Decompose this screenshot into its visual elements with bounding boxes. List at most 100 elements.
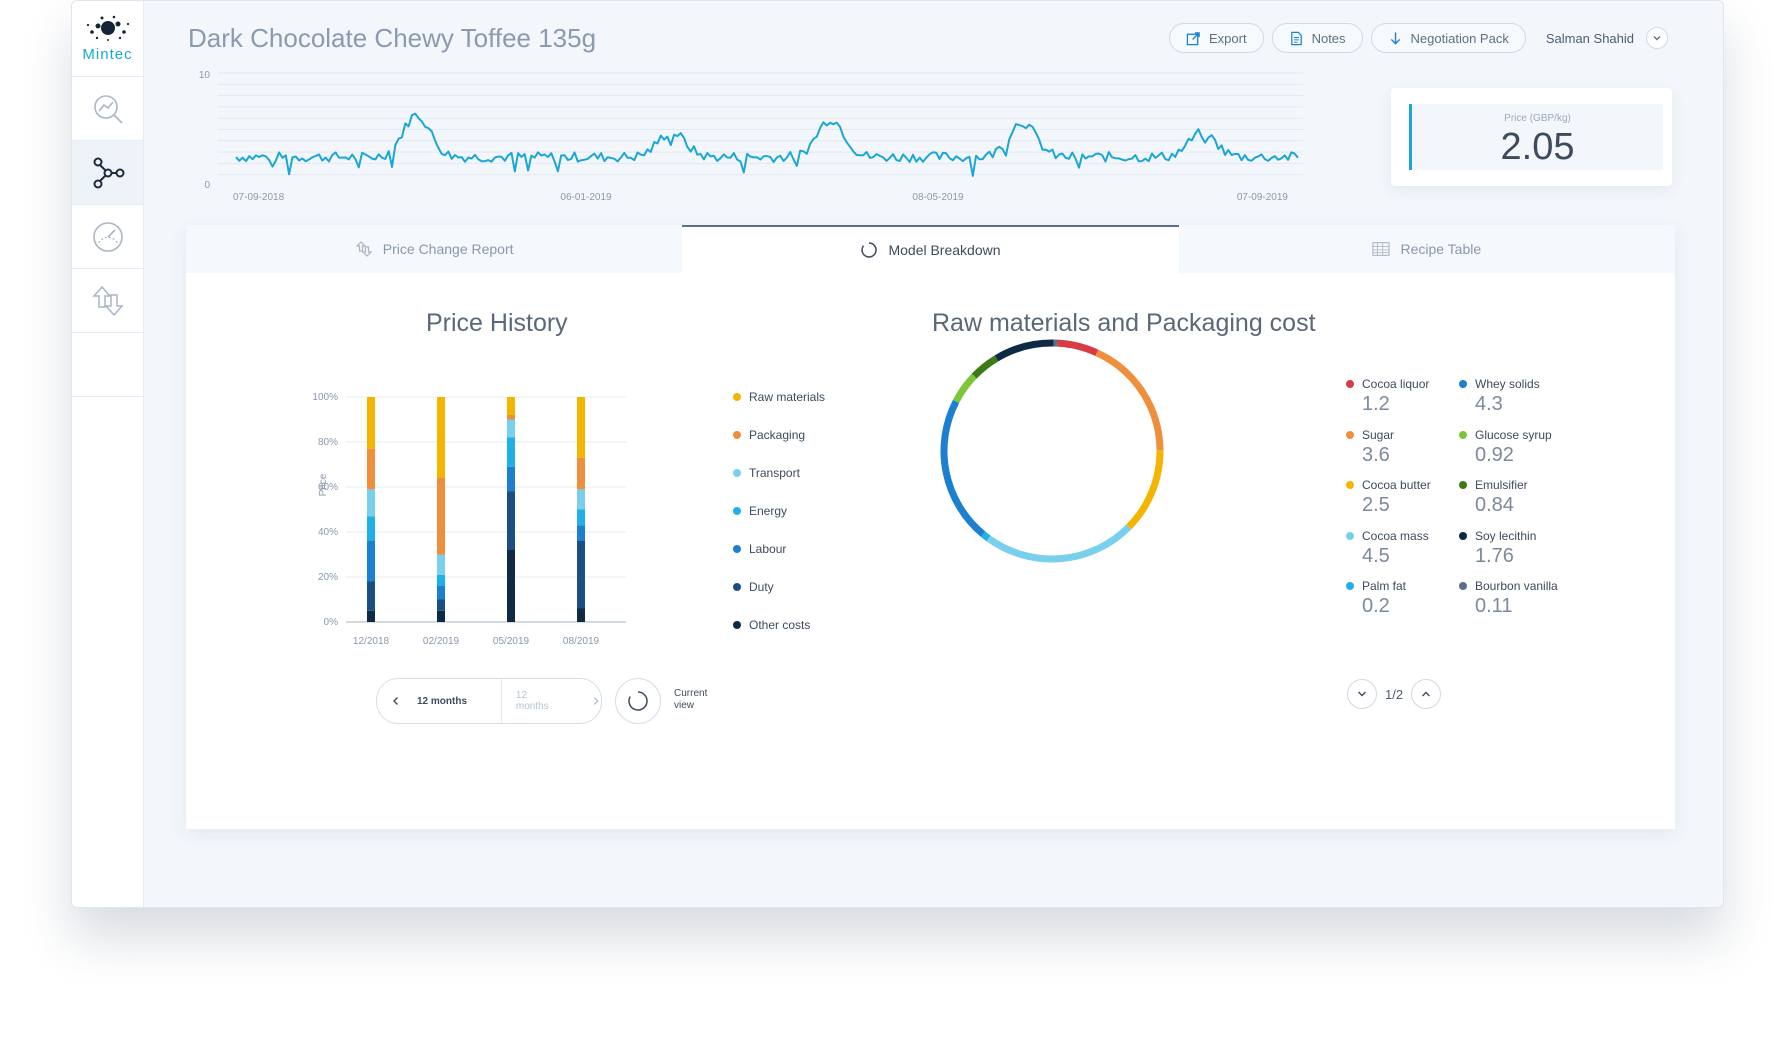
bar-segment[interactable] [367, 581, 375, 611]
legend-item[interactable]: Packaging [733, 416, 825, 454]
legend-item[interactable]: Transport [733, 454, 825, 492]
bar-segment[interactable] [507, 437, 515, 467]
material-name: Cocoa butter [1362, 478, 1431, 492]
material-item[interactable]: Cocoa mass 4.5 [1346, 529, 1476, 568]
bar-segment[interactable] [577, 525, 585, 541]
bar-segment[interactable] [507, 491, 515, 551]
period-prev-button[interactable]: 12 months [377, 679, 502, 723]
material-item[interactable]: Bourbon vanilla 0.11 [1459, 579, 1589, 618]
material-value: 1.76 [1475, 544, 1514, 567]
material-value: 4.3 [1475, 393, 1503, 415]
x-tick-label: 02/2019 [423, 636, 460, 647]
price-label: Price (GBP/kg) [1504, 113, 1571, 124]
bar-segment[interactable] [367, 448, 375, 490]
donut-slice[interactable] [952, 373, 977, 404]
bar-segment[interactable] [437, 554, 445, 575]
bar-segment[interactable] [367, 489, 375, 517]
user-menu[interactable]: Salman Shahid [1546, 27, 1668, 49]
y-tick-label: 60% [318, 482, 338, 493]
material-item[interactable]: Cocoa butter 2.5 [1346, 478, 1476, 517]
nav-item-transfer[interactable] [72, 269, 143, 333]
tab-label: Model Breakdown [888, 242, 1001, 258]
nav-item-search[interactable] [72, 77, 143, 141]
bar-segment[interactable] [367, 610, 375, 622]
bar-segment[interactable] [577, 608, 585, 623]
material-value: 0.84 [1475, 494, 1514, 516]
donut-slice[interactable] [1057, 339, 1099, 356]
bar-segment[interactable] [507, 397, 515, 415]
logo[interactable]: Mintec [72, 1, 143, 77]
bar-segment[interactable] [367, 516, 375, 541]
legend-item[interactable]: Duty [733, 568, 825, 606]
bar-segment[interactable] [437, 599, 445, 611]
bar-segment[interactable] [437, 610, 445, 622]
bar-segment[interactable] [367, 541, 375, 582]
x-tick-label: 05/2019 [493, 636, 530, 647]
bar-segment[interactable] [507, 550, 515, 622]
bar-segment[interactable] [577, 397, 585, 458]
material-dot [1459, 582, 1467, 590]
price-sparkline: 10 0 07-09-2018 06-01-2019 08-05-2019 07… [199, 70, 1303, 203]
pager-up-button[interactable] [1411, 679, 1442, 709]
current-view-button[interactable] [615, 678, 661, 724]
material-name-row: Glucose syrup [1459, 428, 1589, 442]
app-window: Mintec [71, 0, 1724, 908]
material-item[interactable]: Emulsifier 0.84 [1459, 478, 1589, 517]
material-item[interactable]: Soy lecithin 1.76 [1459, 529, 1589, 568]
material-item[interactable]: Sugar 3.6 [1346, 428, 1476, 467]
material-dot [1459, 380, 1467, 388]
material-item[interactable]: Cocoa liquor 1.2 [1346, 377, 1476, 416]
legend-item[interactable]: Raw materials [733, 378, 825, 416]
material-name: Palm fat [1362, 579, 1407, 593]
period-primary: 12 months [417, 695, 468, 707]
table-icon [1372, 242, 1391, 256]
legend-item[interactable]: Other costs [733, 606, 825, 644]
chevron-down-icon [1653, 36, 1661, 41]
bar-segment[interactable] [437, 397, 445, 478]
material-item[interactable]: Whey solids 4.3 [1459, 377, 1589, 416]
bar-segment[interactable] [437, 574, 445, 586]
donut-slice[interactable] [980, 531, 991, 542]
donut-slice[interactable] [994, 339, 1054, 362]
bar-segment[interactable] [577, 541, 585, 609]
tab-label: Recipe Table [1400, 241, 1482, 257]
bar-segment[interactable] [367, 397, 375, 449]
period-next-button[interactable]: 12 months [502, 679, 601, 723]
bar-segment[interactable] [507, 415, 515, 420]
export-button[interactable]: Export [1169, 23, 1264, 53]
donut-slice[interactable] [986, 524, 1132, 563]
bar-segment[interactable] [507, 419, 515, 438]
material-dot [1459, 531, 1467, 540]
donut-slice[interactable] [1126, 450, 1164, 530]
notes-button[interactable]: Notes [1271, 23, 1363, 53]
pager-down-button[interactable] [1347, 679, 1377, 709]
user-dropdown-button[interactable] [1646, 27, 1668, 49]
gauge-icon [92, 221, 123, 252]
legend-item[interactable]: Labour [733, 530, 825, 568]
spark-y-top: 10 [199, 70, 211, 81]
material-name-row: Cocoa mass [1346, 529, 1476, 543]
y-tick-label: 20% [318, 572, 338, 583]
bar-segment[interactable] [577, 489, 585, 510]
donut-slice[interactable] [940, 399, 986, 537]
negotiation-pack-button[interactable]: Negotiation Pack [1370, 23, 1526, 53]
tab-recipe-table[interactable]: Recipe Table [1179, 225, 1675, 273]
bar-segment[interactable] [577, 509, 585, 526]
donut-slice[interactable] [1095, 349, 1164, 451]
material-name: Sugar [1362, 427, 1395, 442]
legend-item[interactable]: Energy [733, 492, 825, 530]
bar-segment[interactable] [437, 586, 445, 600]
material-item[interactable]: Glucose syrup 0.92 [1459, 428, 1589, 467]
tab-model-breakdown[interactable]: Model Breakdown [682, 225, 1179, 273]
bar-segment[interactable] [577, 457, 585, 490]
bar-segment[interactable] [437, 478, 445, 555]
nav-item-gauge[interactable] [72, 205, 143, 269]
tab-label: Price Change Report [382, 241, 514, 257]
price-value: 2.05 [1500, 126, 1575, 168]
donut-slice[interactable] [971, 355, 999, 379]
bar-segment[interactable] [507, 466, 515, 492]
tab-price-change-report[interactable]: Price Change Report [186, 225, 682, 273]
material-item[interactable]: Palm fat 0.2 [1346, 579, 1476, 618]
nav-item-model[interactable] [72, 141, 143, 205]
legend-dot [733, 507, 741, 515]
